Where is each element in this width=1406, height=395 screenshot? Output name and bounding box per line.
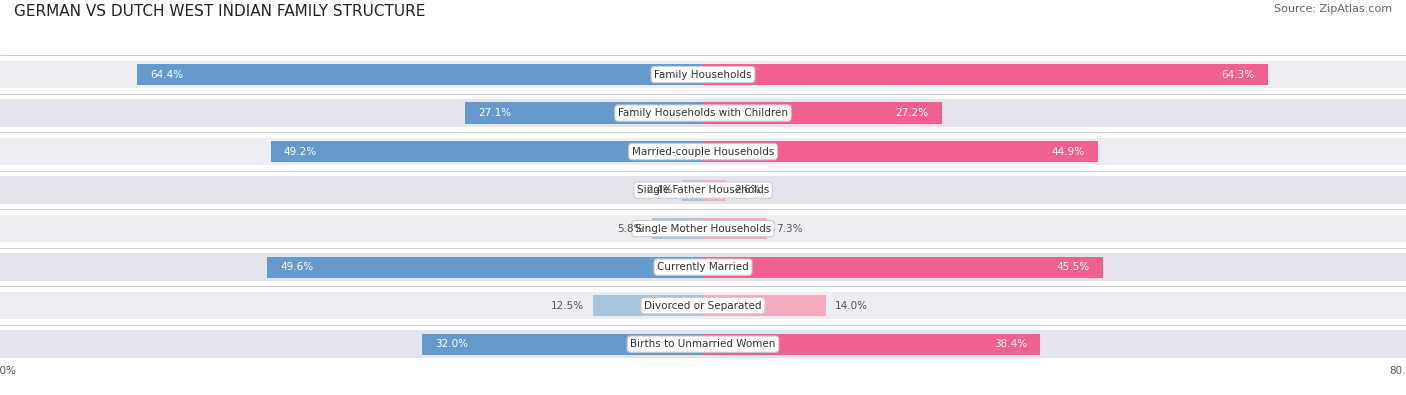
Text: 2.6%: 2.6%: [734, 185, 761, 195]
Text: 49.2%: 49.2%: [284, 147, 316, 156]
Bar: [422, 333, 703, 355]
Text: 5.8%: 5.8%: [617, 224, 644, 233]
Bar: [703, 295, 827, 316]
Text: 49.6%: 49.6%: [280, 262, 314, 272]
Bar: [0, 61, 1406, 88]
Bar: [0, 215, 1406, 243]
Text: Single Father Households: Single Father Households: [637, 185, 769, 195]
Bar: [0, 99, 1406, 127]
Text: Family Households: Family Households: [654, 70, 752, 79]
Text: Married-couple Households: Married-couple Households: [631, 147, 775, 156]
Text: Divorced or Separated: Divorced or Separated: [644, 301, 762, 310]
Text: 2.4%: 2.4%: [647, 185, 673, 195]
Bar: [703, 218, 768, 239]
Bar: [465, 102, 703, 124]
Text: 45.5%: 45.5%: [1056, 262, 1090, 272]
Text: Family Households with Children: Family Households with Children: [619, 108, 787, 118]
Bar: [703, 102, 942, 124]
Text: Currently Married: Currently Married: [657, 262, 749, 272]
Bar: [0, 176, 1406, 204]
Bar: [136, 64, 703, 85]
Bar: [0, 292, 1406, 320]
Bar: [593, 295, 703, 316]
Text: 32.0%: 32.0%: [434, 339, 468, 349]
Bar: [703, 256, 1102, 278]
Bar: [682, 179, 703, 201]
Bar: [0, 253, 1406, 281]
Bar: [652, 218, 703, 239]
Text: 7.3%: 7.3%: [776, 224, 803, 233]
Text: Source: ZipAtlas.com: Source: ZipAtlas.com: [1274, 4, 1392, 14]
Text: Births to Unmarried Women: Births to Unmarried Women: [630, 339, 776, 349]
Bar: [703, 141, 1098, 162]
Bar: [267, 256, 703, 278]
Bar: [703, 333, 1040, 355]
Bar: [703, 179, 725, 201]
Text: 64.3%: 64.3%: [1222, 70, 1256, 79]
Bar: [0, 138, 1406, 166]
Text: 27.1%: 27.1%: [478, 108, 512, 118]
Bar: [703, 64, 1268, 85]
Text: GERMAN VS DUTCH WEST INDIAN FAMILY STRUCTURE: GERMAN VS DUTCH WEST INDIAN FAMILY STRUC…: [14, 4, 426, 19]
Text: 14.0%: 14.0%: [835, 301, 868, 310]
Text: 38.4%: 38.4%: [994, 339, 1028, 349]
Text: Single Mother Households: Single Mother Households: [636, 224, 770, 233]
Bar: [0, 330, 1406, 358]
Bar: [270, 141, 703, 162]
Text: 27.2%: 27.2%: [896, 108, 929, 118]
Text: 64.4%: 64.4%: [150, 70, 183, 79]
Text: 44.9%: 44.9%: [1052, 147, 1084, 156]
Text: 12.5%: 12.5%: [551, 301, 585, 310]
